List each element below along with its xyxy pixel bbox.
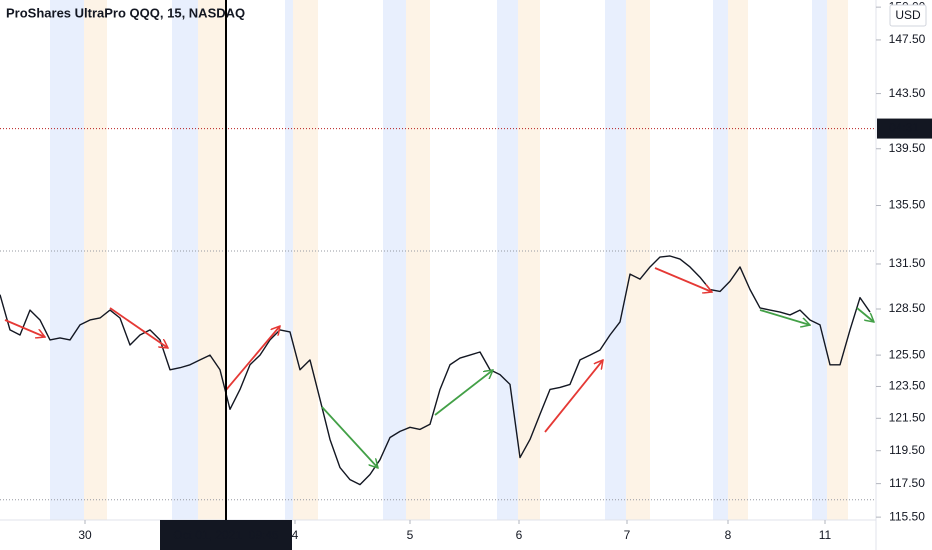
y-tick-label: 131.50 <box>889 256 926 270</box>
y-tick-label: 143.50 <box>889 86 926 100</box>
crosshair-label-box <box>160 520 292 550</box>
countdown: 04:31 <box>889 121 919 135</box>
y-tick-label: 121.50 <box>889 410 926 424</box>
x-tick-label: 30 <box>78 528 92 542</box>
y-tick-label: 147.50 <box>889 32 926 46</box>
price-lines <box>0 128 875 501</box>
currency-box <box>889 4 927 27</box>
y-tick-label: 115.50 <box>889 509 925 523</box>
signal-arrows <box>4 267 874 468</box>
y-tick-label: 128.50 <box>889 301 926 315</box>
countdown-box <box>877 118 932 139</box>
y-tick-label: 117.50 <box>889 476 925 490</box>
session-bands <box>50 0 848 520</box>
x-tick-label: 11 <box>819 528 832 542</box>
overlays: Oct 01, 2021 09:45 04:31 <box>160 0 932 550</box>
x-tick-label: 7 <box>624 528 631 542</box>
x-tick-label: 5 <box>407 528 414 542</box>
x-tick-label: 6 <box>516 528 523 542</box>
y-tick-label: 119.50 <box>889 443 925 457</box>
axes: 150.00147.50143.50139.50135.50131.50128.… <box>78 0 925 542</box>
chart-title: ProShares UltraPro QQQ, 15, NASDAQ <box>6 5 245 20</box>
y-tick-label: 135.50 <box>889 198 926 212</box>
x-tick-label: 8 <box>725 528 732 542</box>
crosshair-label: Oct 01, 2021 09:45 <box>173 528 279 542</box>
currency: USD <box>895 8 921 22</box>
x-tick-label: 4 <box>292 528 299 542</box>
y-tick-label: 125.50 <box>889 347 926 361</box>
y-tick-label: 139.50 <box>889 141 926 155</box>
y-tick-label: 123.50 <box>889 379 926 393</box>
